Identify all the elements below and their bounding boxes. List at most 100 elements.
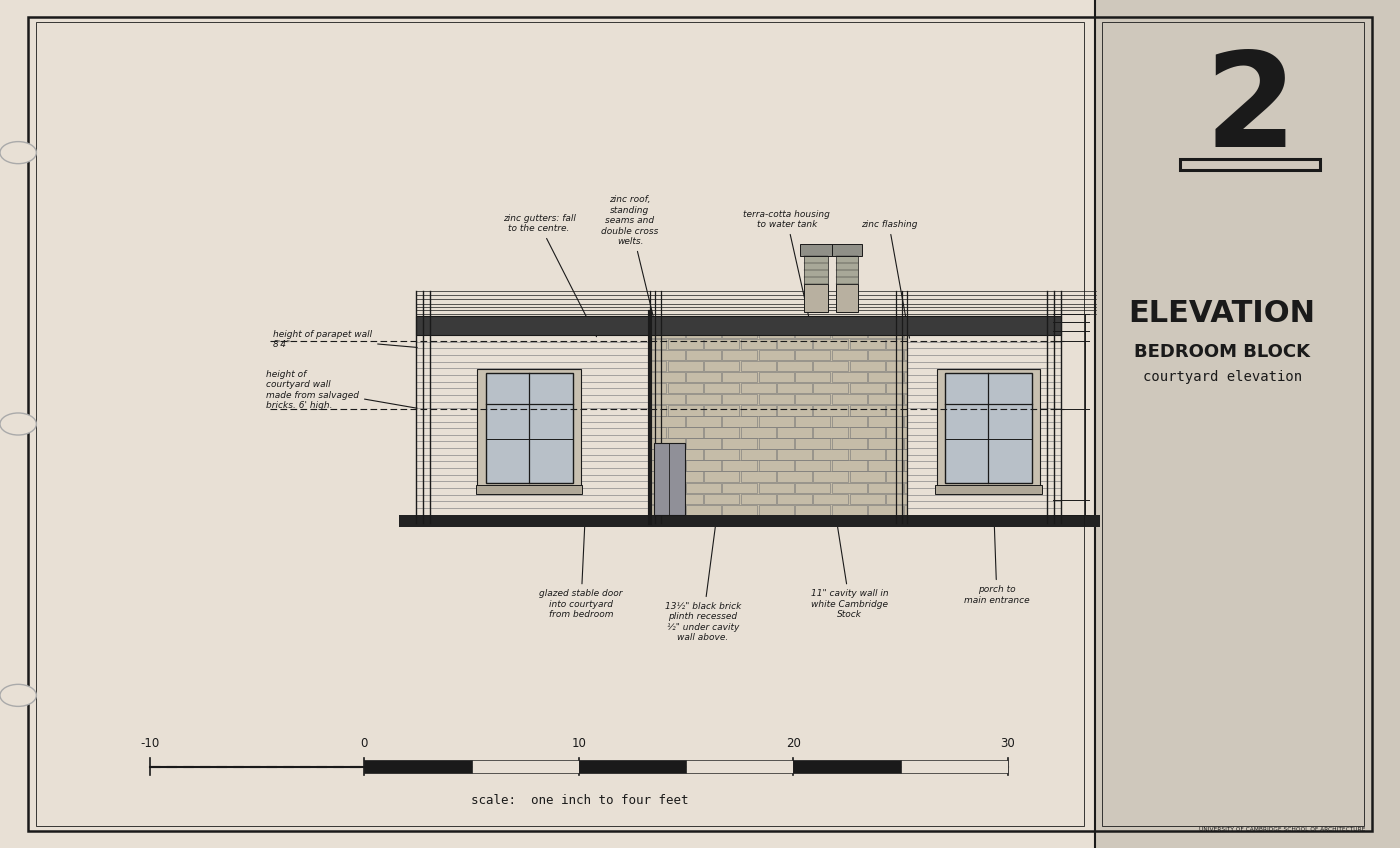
Bar <box>832 350 867 360</box>
Bar <box>686 372 721 382</box>
Bar <box>686 460 721 471</box>
Bar <box>795 416 830 427</box>
Bar <box>741 427 776 438</box>
Bar <box>580 760 686 773</box>
Bar <box>722 483 757 493</box>
Bar <box>904 350 907 360</box>
Bar <box>759 372 794 382</box>
Bar <box>900 760 1008 773</box>
Bar <box>650 405 666 416</box>
Bar <box>759 335 794 338</box>
Bar <box>832 416 867 427</box>
Bar <box>801 244 832 256</box>
Bar <box>704 361 739 371</box>
Bar <box>650 460 685 471</box>
Text: 0: 0 <box>361 737 368 750</box>
Bar <box>777 383 812 393</box>
Bar <box>886 361 907 371</box>
Bar <box>868 335 903 338</box>
Bar <box>650 494 666 504</box>
Bar <box>650 335 907 515</box>
Bar <box>364 760 472 773</box>
Bar <box>486 373 573 483</box>
Bar <box>850 471 885 482</box>
Bar <box>904 460 907 471</box>
Bar <box>795 350 830 360</box>
Bar <box>668 405 703 416</box>
Bar <box>886 471 907 482</box>
Bar <box>741 494 776 504</box>
Bar <box>813 471 848 482</box>
Bar <box>759 505 794 515</box>
Text: height of parapet wall
8'4": height of parapet wall 8'4" <box>273 330 417 349</box>
Bar <box>650 339 666 349</box>
Bar <box>904 335 907 338</box>
Text: scale:  one inch to four feet: scale: one inch to four feet <box>470 794 689 806</box>
Text: 2: 2 <box>1204 47 1296 174</box>
Bar <box>937 369 1040 488</box>
Bar <box>759 416 794 427</box>
Bar <box>650 394 685 404</box>
Bar <box>704 471 739 482</box>
Bar <box>868 438 903 449</box>
Bar <box>804 283 829 312</box>
Text: -10: -10 <box>140 737 160 750</box>
Bar <box>759 394 794 404</box>
Bar <box>650 438 685 449</box>
Text: UNIVERSITY OF CAMBRIDGE SCHOOL OF ARCHITECTURE: UNIVERSITY OF CAMBRIDGE SCHOOL OF ARCHIT… <box>1198 827 1365 832</box>
Bar <box>813 449 848 460</box>
Bar <box>795 438 830 449</box>
Bar <box>795 483 830 493</box>
Bar <box>904 483 907 493</box>
Bar <box>813 339 848 349</box>
Bar <box>777 449 812 460</box>
Bar <box>741 471 776 482</box>
Bar <box>668 383 703 393</box>
Bar <box>650 361 666 371</box>
Text: 20: 20 <box>785 737 801 750</box>
Bar <box>832 335 867 338</box>
Bar <box>686 760 794 773</box>
Bar <box>650 471 666 482</box>
Bar <box>722 372 757 382</box>
Circle shape <box>0 684 36 706</box>
Bar <box>722 438 757 449</box>
Bar <box>650 483 685 493</box>
Bar <box>904 394 907 404</box>
Bar <box>722 460 757 471</box>
Bar <box>850 361 885 371</box>
Bar <box>741 339 776 349</box>
Bar <box>722 335 757 338</box>
Text: zinc gutters: fall
to the centre.: zinc gutters: fall to the centre. <box>503 214 596 337</box>
Text: 30: 30 <box>1001 737 1015 750</box>
Bar <box>777 405 812 416</box>
Bar <box>686 483 721 493</box>
Bar <box>886 339 907 349</box>
Bar <box>741 361 776 371</box>
Bar <box>650 335 685 338</box>
Bar <box>1095 0 1400 848</box>
Text: height of
courtyard wall
made from salvaged
bricks. 6' high.: height of courtyard wall made from salva… <box>266 370 417 410</box>
Bar <box>836 283 858 312</box>
Bar <box>722 505 757 515</box>
Bar <box>813 427 848 438</box>
Text: porch to
main entrance: porch to main entrance <box>965 518 1029 605</box>
Bar <box>704 405 739 416</box>
Bar <box>1180 159 1320 170</box>
Bar <box>850 427 885 438</box>
Bar <box>722 416 757 427</box>
Bar <box>886 494 907 504</box>
Bar <box>650 372 685 382</box>
Bar <box>832 438 867 449</box>
Bar <box>904 372 907 382</box>
Bar <box>654 443 685 515</box>
Bar <box>868 394 903 404</box>
Bar <box>741 383 776 393</box>
Bar <box>935 485 1042 494</box>
Bar <box>794 760 900 773</box>
Bar <box>650 427 666 438</box>
Bar <box>886 405 907 416</box>
Bar <box>686 350 721 360</box>
Bar <box>813 494 848 504</box>
Bar <box>704 383 739 393</box>
